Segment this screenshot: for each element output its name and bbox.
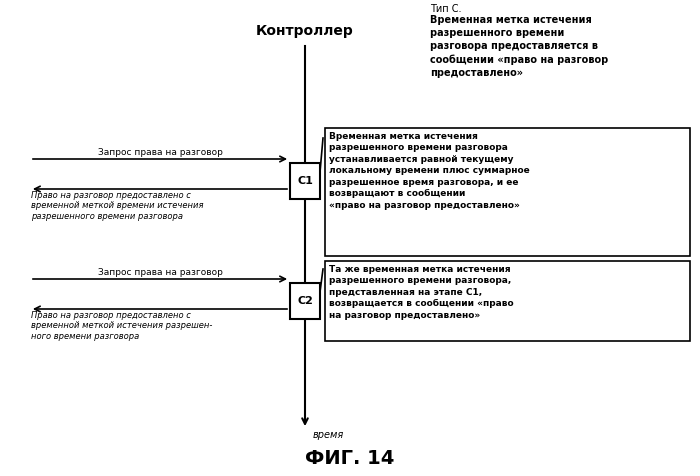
Bar: [325, 261, 690, 341]
Text: время: время: [313, 430, 344, 440]
Text: Тип С.: Тип С.: [430, 4, 461, 14]
Bar: [290, 163, 320, 199]
Text: C1: C1: [297, 176, 313, 186]
Text: Контроллер: Контроллер: [256, 24, 354, 38]
Bar: [325, 128, 690, 256]
Text: Временная метка истечения
разрешенного времени
разговора предоставляется в
сообщ: Временная метка истечения разрешенного в…: [430, 15, 608, 78]
Text: Право на разговор предоставлено с
временной меткой истечения разрешен-
ного врем: Право на разговор предоставлено с времен…: [31, 311, 212, 341]
Text: Право на разговор предоставлено с
временной меткой времени истечения
разрешенног: Право на разговор предоставлено с времен…: [31, 191, 204, 221]
Text: ФИГ. 14: ФИГ. 14: [305, 448, 395, 467]
Text: Временная метка истечения
разрешенного времени разговора
устанавливается равной : Временная метка истечения разрешенного в…: [329, 132, 530, 210]
Text: Запрос права на разговор: Запрос права на разговор: [97, 148, 223, 157]
Bar: [290, 283, 320, 319]
Text: Та же временная метка истечения
разрешенного времени разговора,
представленная н: Та же временная метка истечения разрешен…: [329, 265, 514, 320]
Text: C2: C2: [297, 296, 313, 306]
Text: Запрос права на разговор: Запрос права на разговор: [97, 268, 223, 277]
